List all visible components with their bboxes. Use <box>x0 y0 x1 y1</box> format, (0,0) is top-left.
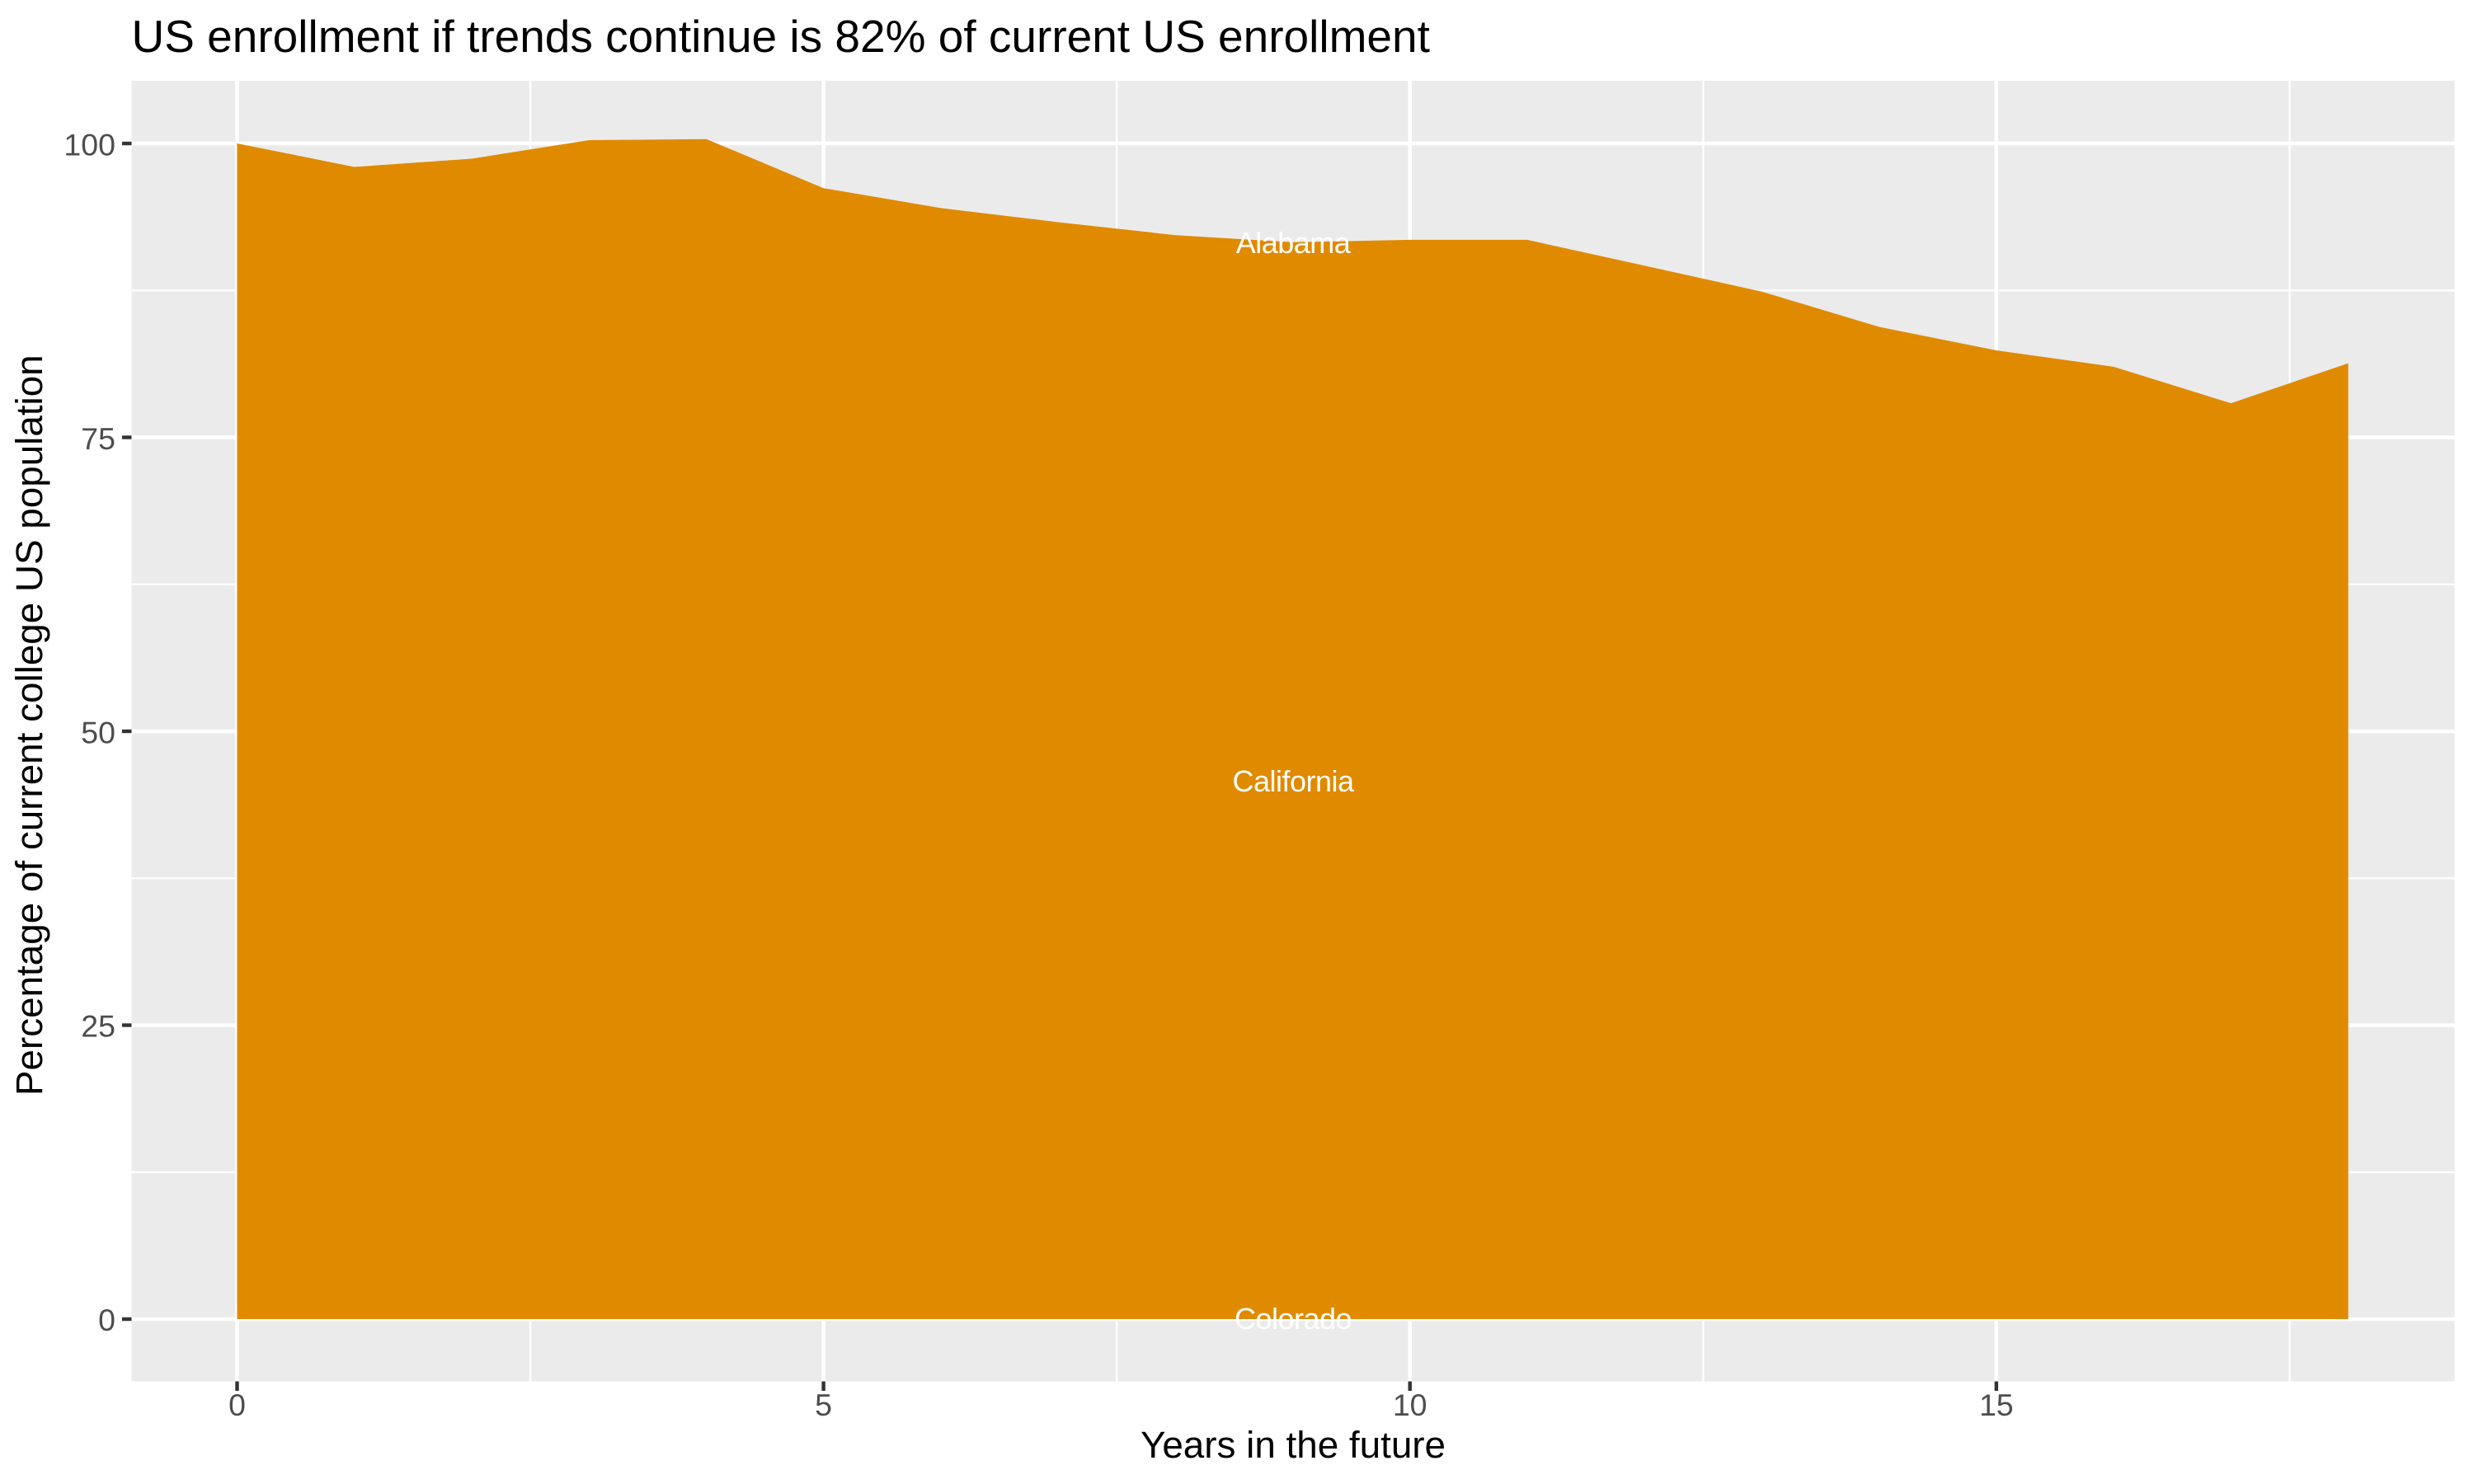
svg-text:0: 0 <box>228 1388 246 1422</box>
svg-text:25: 25 <box>81 1009 115 1044</box>
svg-text:50: 50 <box>81 715 115 749</box>
svg-text:US enrollment if trends contin: US enrollment if trends continue is 82% … <box>132 11 1430 62</box>
svg-text:Years in the future: Years in the future <box>1141 1424 1446 1466</box>
svg-text:15: 15 <box>1979 1388 2014 1422</box>
svg-text:75: 75 <box>81 421 115 456</box>
svg-text:100: 100 <box>63 127 115 162</box>
svg-text:0: 0 <box>98 1303 115 1337</box>
svg-text:Colorado: Colorado <box>1235 1302 1352 1336</box>
svg-text:5: 5 <box>815 1388 832 1422</box>
svg-text:10: 10 <box>1393 1388 1427 1422</box>
svg-text:Alabama: Alabama <box>1236 226 1352 260</box>
svg-text:Percentage of current college: Percentage of current college US populat… <box>8 355 50 1096</box>
svg-text:California: California <box>1232 764 1355 798</box>
